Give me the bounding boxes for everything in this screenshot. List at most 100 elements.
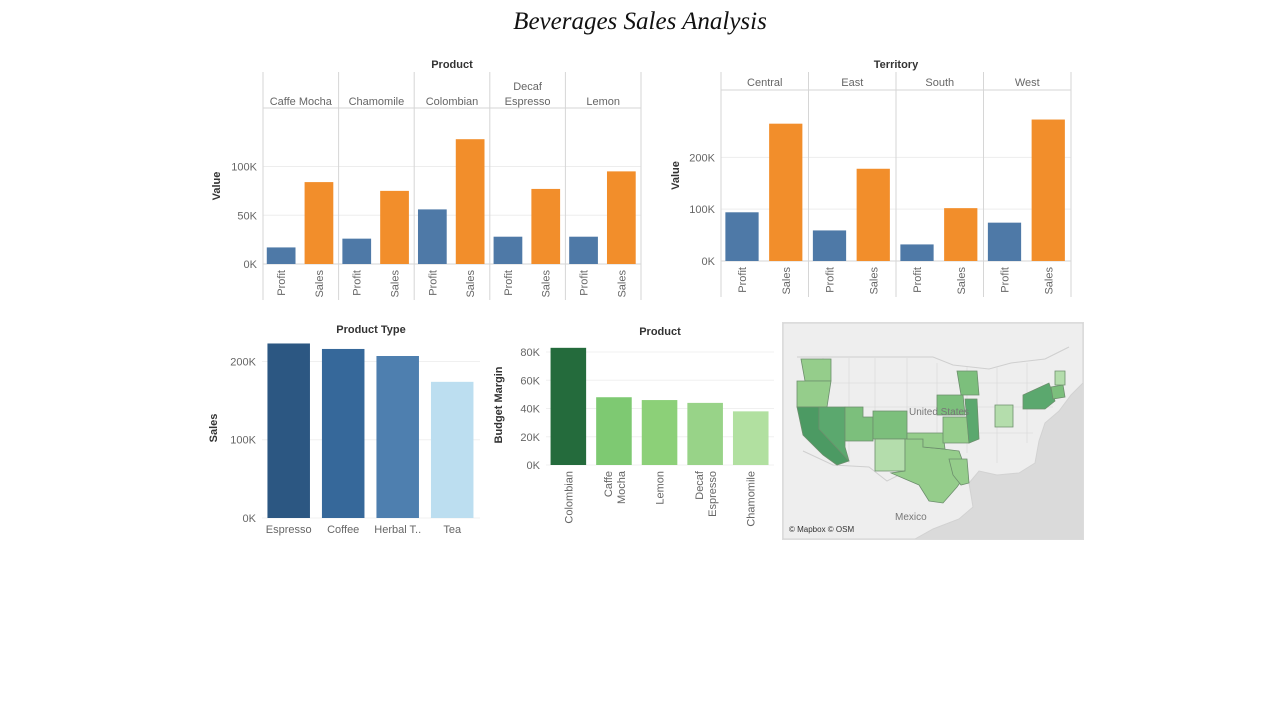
- bar-herbal-t: [376, 356, 419, 518]
- y-tick-label: 0K: [527, 460, 541, 472]
- y-tick-label: 40K: [520, 404, 540, 416]
- bar-south-sales: [944, 208, 978, 261]
- map-border-north: [797, 346, 1070, 370]
- x-tick-label-espresso: Espresso: [266, 524, 312, 536]
- state-illinois: [964, 398, 980, 444]
- x-tick-label-coffee: Coffee: [327, 524, 359, 536]
- x-tick-label-caffe-mocha-1: Caffe: [603, 471, 615, 497]
- x-tick-label-herbal-t: Herbal T..: [374, 524, 421, 536]
- state-missouri: [942, 416, 970, 444]
- measure-label-central-sales: Sales: [781, 267, 793, 295]
- y-axis-title: Value: [211, 172, 223, 201]
- chart-header: Product: [639, 326, 681, 338]
- y-tick-label: 50K: [237, 210, 257, 222]
- state-colorado: [872, 410, 908, 440]
- measure-label-colombian-sales: Sales: [465, 270, 477, 298]
- map-label-united-states: United States: [909, 407, 969, 418]
- state-iowa: [936, 394, 966, 416]
- bar-lemon-profit: [569, 236, 598, 264]
- measure-label-south-profit: Profit: [912, 267, 924, 293]
- bar-espresso: [267, 343, 310, 518]
- map-credit: © Mapbox © OSM: [789, 525, 854, 534]
- measure-label-caffe-mocha-profit: Profit: [276, 270, 288, 296]
- product-profit-sales-chart[interactable]: Product Value 0K 50K 100K Caffe Mocha Profit Sa…: [200, 50, 650, 305]
- chart-header: Product: [431, 59, 473, 71]
- bar-chamomile-sales: [380, 190, 409, 264]
- bar-colombian: [550, 347, 587, 465]
- y-axis-title: Budget Margin: [493, 366, 505, 443]
- measure-label-east-sales: Sales: [868, 267, 880, 295]
- x-tick-label-chamomile: Chamomile: [746, 471, 758, 527]
- map-states: [796, 358, 1066, 504]
- state-massachusetts: [1050, 384, 1066, 400]
- bar-lemon: [641, 400, 678, 465]
- y-tick-label: 60K: [520, 375, 540, 387]
- product-budget-margin-chart[interactable]: Product Budget Margin 0K 20K 40K 60K 80K Colomb…: [488, 318, 778, 543]
- state-oregon: [796, 380, 832, 408]
- bar-colombian-profit: [417, 209, 447, 264]
- bar-central-sales: [769, 123, 803, 261]
- x-tick-label-colombian: Colombian: [563, 471, 575, 524]
- bar-south-profit: [900, 244, 934, 261]
- x-tick-label-lemon: Lemon: [655, 471, 667, 505]
- bar-west-profit: [987, 222, 1022, 261]
- bar-colombian-sales: [455, 139, 485, 264]
- bar-east-profit: [812, 230, 847, 261]
- bar-central-profit: [725, 212, 759, 261]
- measure-label-lemon-profit: Profit: [579, 270, 591, 296]
- pane-label-east: East: [841, 77, 863, 89]
- bar-west-sales: [1031, 119, 1065, 261]
- bar-chamomile: [732, 411, 769, 465]
- state-ohio: [994, 404, 1014, 428]
- chart-header: Territory: [874, 59, 919, 71]
- pane-label-decaf-espresso-1: Decaf: [513, 81, 543, 93]
- pane-label-south: South: [925, 77, 954, 89]
- measure-label-chamomile-sales: Sales: [390, 270, 402, 298]
- measure-label-caffe-mocha-sales: Sales: [314, 270, 326, 298]
- measure-label-west-sales: Sales: [1043, 267, 1055, 295]
- x-tick-label-caffe-mocha-2: Mocha: [616, 470, 628, 504]
- y-tick-label: 100K: [689, 204, 715, 216]
- measure-label-colombian-profit: Profit: [427, 270, 439, 296]
- measure-label-decaf-espresso-sales: Sales: [541, 270, 553, 298]
- us-sales-map[interactable]: United States Mexico © Mapbox © OSM: [782, 322, 1084, 540]
- measure-label-chamomile-profit: Profit: [352, 270, 364, 296]
- bar-caffe-mocha: [596, 397, 632, 465]
- bar-coffee: [321, 348, 365, 518]
- x-tick-label-decaf-espresso-1: Decaf: [694, 470, 706, 500]
- y-axis-title: Sales: [208, 414, 220, 443]
- bar-decaf-espresso-profit: [493, 236, 523, 264]
- measure-label-west-profit: Profit: [1000, 267, 1012, 293]
- bar-lemon-sales: [606, 171, 636, 264]
- state-new-hampshire: [1054, 370, 1066, 386]
- bar-caffe-mocha-sales: [304, 182, 334, 264]
- x-tick-label-decaf-espresso-2: Espresso: [707, 471, 719, 517]
- map-label-mexico: Mexico: [895, 512, 927, 523]
- product-type-sales-chart[interactable]: Product Type Sales 0K 100K 200K Espresso Coffe…: [200, 318, 490, 543]
- measure-label-central-profit: Profit: [737, 267, 749, 293]
- map-svg: United States Mexico © Mapbox © OSM: [783, 323, 1083, 539]
- bar-caffe-mocha-profit: [266, 247, 296, 264]
- y-tick-label: 200K: [689, 152, 715, 164]
- pane-label-colombian: Colombian: [426, 96, 479, 108]
- state-new-york: [1022, 382, 1056, 410]
- measure-label-south-sales: Sales: [956, 267, 968, 295]
- y-axis-title: Value: [670, 161, 682, 190]
- measure-label-decaf-espresso-profit: Profit: [503, 270, 515, 296]
- y-tick-label: 0K: [244, 259, 258, 271]
- y-tick-label: 0K: [702, 256, 716, 268]
- y-tick-label: 80K: [520, 347, 540, 359]
- y-tick-label: 200K: [230, 356, 256, 368]
- bar-decaf-espresso: [687, 402, 723, 465]
- map-border-south: [802, 450, 904, 482]
- pane-label-central: Central: [747, 77, 782, 89]
- state-nevada: [818, 406, 850, 462]
- state-washington: [800, 358, 832, 382]
- state-louisiana: [948, 458, 970, 486]
- y-tick-label: 100K: [230, 435, 256, 447]
- map-land: [783, 323, 1083, 539]
- territory-profit-sales-chart[interactable]: Territory Value 0K 100K 200K Central Profit Sal…: [660, 50, 1080, 305]
- measure-label-lemon-sales: Sales: [616, 270, 628, 298]
- bar-decaf-espresso-sales: [531, 188, 561, 264]
- page-title: Beverages Sales Analysis: [513, 8, 767, 35]
